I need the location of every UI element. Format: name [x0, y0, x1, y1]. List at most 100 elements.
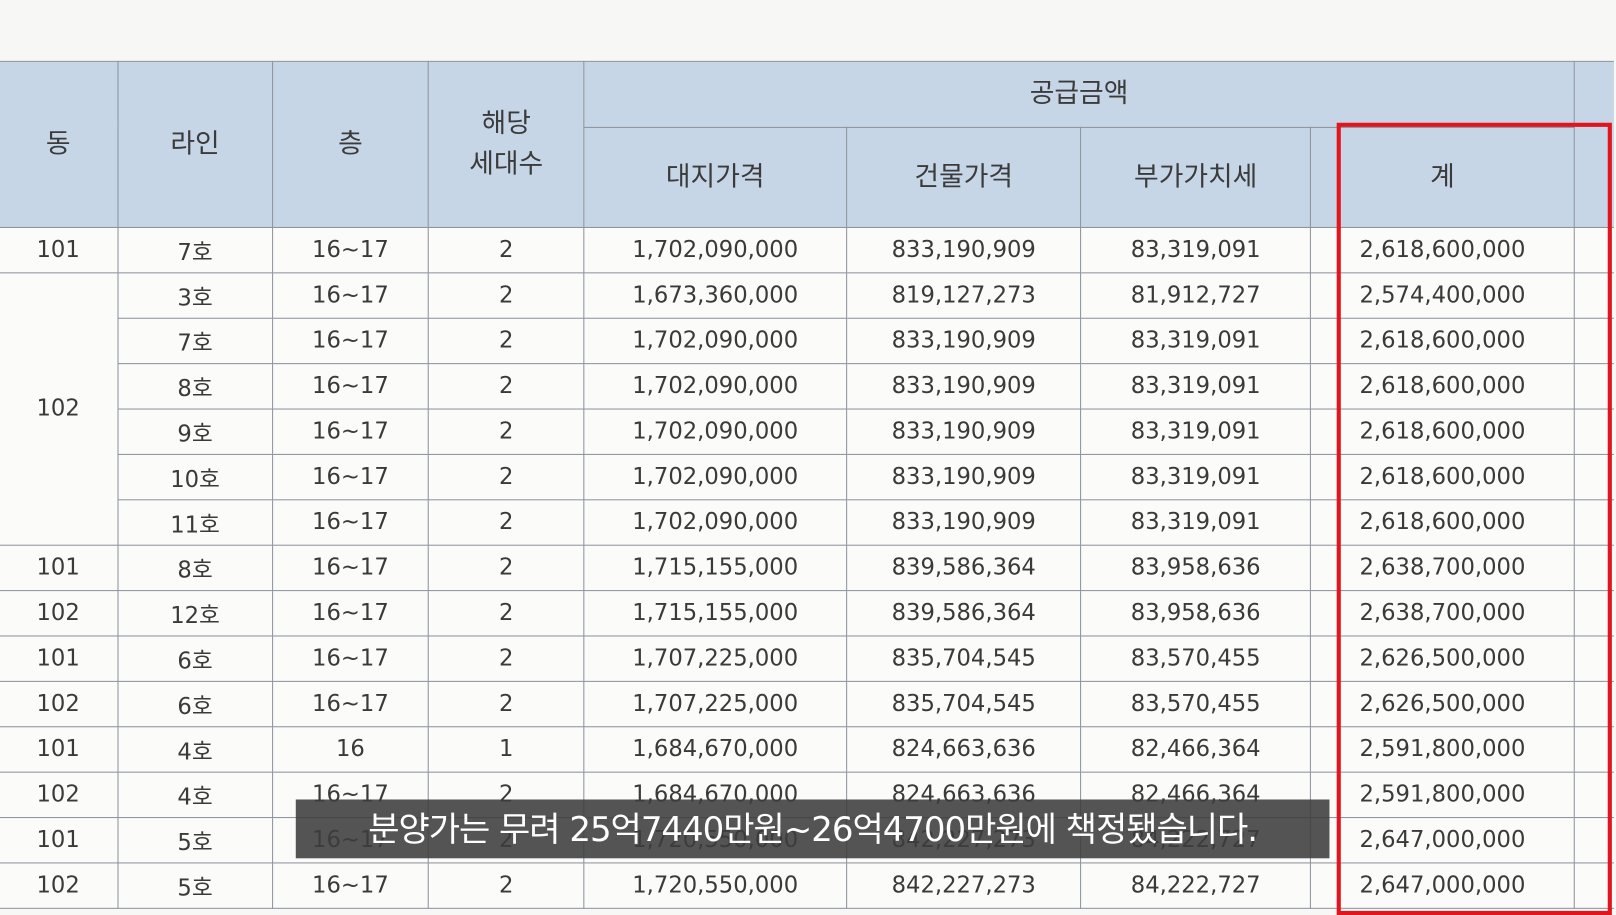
header-row: 대지가격 건물가격 부가가치세 계 — [0, 126, 1614, 228]
cell: 839,586,364 — [846, 590, 1082, 637]
cell: 2,647,000,000 — [1310, 817, 1575, 864]
cell: 83,319,091 — [1080, 408, 1312, 455]
cell: 16~17 — [271, 499, 430, 546]
column-header: 계 — [1310, 126, 1575, 228]
cell — [1573, 317, 1614, 365]
cell: 2 — [428, 453, 585, 501]
column-header: 부가가치세 — [1080, 126, 1312, 228]
column-header: 해당 세대수 — [428, 60, 585, 228]
cell — [1573, 363, 1614, 410]
table-row: 101 7호 16~17 2 1,702,090,000 833,190,909 83,31… — [0, 226, 1614, 274]
cell: 1,707,225,000 — [583, 680, 848, 728]
cell: 16~17 — [271, 862, 430, 909]
cell: 6호 — [117, 635, 273, 682]
cell: 2,591,800,000 — [1310, 726, 1575, 773]
cell: 83,958,636 — [1080, 544, 1312, 592]
cell: 83,570,455 — [1080, 635, 1312, 682]
cell: 2 — [428, 272, 585, 319]
cell: 16~17 — [271, 363, 430, 410]
cell: 1,707,225,000 — [583, 635, 848, 682]
cell: 83,319,091 — [1080, 453, 1312, 501]
column-header: 층 — [271, 60, 430, 228]
cell: 2,638,700,000 — [1310, 544, 1575, 592]
cell: 83,570,455 — [1080, 680, 1312, 728]
cell: 83,319,091 — [1080, 499, 1312, 546]
column-header: 건물가격 — [846, 126, 1082, 228]
cell: 2 — [428, 680, 585, 728]
cell: 2,618,600,000 — [1310, 408, 1575, 455]
cell: 2 — [428, 544, 585, 592]
cell: 833,190,909 — [846, 453, 1082, 501]
cell: 2 — [428, 635, 585, 682]
cell: 2 — [428, 862, 585, 909]
table-row: 11호 16~17 2 1,702,090,000 833,190,909 83,319,… — [0, 499, 1614, 546]
dong-cell: 101 — [0, 726, 119, 773]
header-cell — [1573, 60, 1614, 228]
cell: 5호 — [117, 817, 273, 864]
cell: 16 — [271, 726, 430, 773]
cell: 835,704,545 — [846, 680, 1082, 728]
cell: 1,715,155,000 — [583, 544, 848, 592]
table-row: 8호 16~17 2 1,702,090,000 833,190,909 83,319,0… — [0, 363, 1614, 410]
table-row: 102 5호 16~17 2 1,720,550,000 842,227,273 84,22… — [0, 862, 1614, 909]
dong-cell: 102 — [0, 272, 119, 546]
cell: 1,702,090,000 — [583, 317, 848, 365]
cell: 2,647,000,000 — [1310, 862, 1575, 909]
cell — [1573, 771, 1614, 819]
cell: 83,319,091 — [1080, 363, 1312, 410]
cell: 2 — [428, 590, 585, 637]
cell: 8호 — [117, 363, 273, 410]
cell: 16~17 — [271, 635, 430, 682]
cell — [1573, 590, 1614, 637]
cell: 84,222,727 — [1080, 862, 1312, 909]
table-row: 101 6호 16~17 2 1,707,225,000 835,704,545 83,57… — [0, 635, 1614, 682]
cell: 4호 — [117, 771, 273, 819]
cell: 83,319,091 — [1080, 317, 1312, 365]
cell: 16~17 — [271, 226, 430, 274]
cell: 1,684,670,000 — [583, 726, 848, 773]
cell: 83,319,091 — [1080, 226, 1312, 274]
table-row: 9호 16~17 2 1,702,090,000 833,190,909 83,319,0… — [0, 408, 1614, 455]
table-row: 102 12호 16~17 2 1,715,155,000 839,586,364 83,9… — [0, 590, 1614, 637]
cell: 2,618,600,000 — [1310, 499, 1575, 546]
cell: 1,720,550,000 — [583, 862, 848, 909]
cell: 2 — [428, 363, 585, 410]
cell: 839,586,364 — [846, 544, 1082, 592]
dong-cell: 101 — [0, 544, 119, 592]
cell: 8호 — [117, 544, 273, 592]
cell: 16~17 — [271, 544, 430, 592]
dong-cell: 102 — [0, 680, 119, 728]
cell: 833,190,909 — [846, 317, 1082, 365]
highlight-box — [1336, 122, 1612, 915]
cell: 2,574,400,000 — [1310, 272, 1575, 319]
cell: 1,702,090,000 — [583, 499, 848, 546]
cell: 1,702,090,000 — [583, 453, 848, 501]
cell: 2,591,800,000 — [1310, 771, 1575, 819]
cell: 4호 — [117, 726, 273, 773]
cell: 7호 — [117, 317, 273, 365]
table-row: 101 4호 16 1 1,684,670,000 824,663,636 82,466,3… — [0, 726, 1614, 773]
cell: 3호 — [117, 272, 273, 319]
dong-cell: 101 — [0, 635, 119, 682]
cell: 82,466,364 — [1080, 726, 1312, 773]
cell: 16~17 — [271, 680, 430, 728]
cell: 2,618,600,000 — [1310, 317, 1575, 365]
cell: 10호 — [117, 453, 273, 501]
cell: 2,626,500,000 — [1310, 680, 1575, 728]
cell: 2,618,600,000 — [1310, 363, 1575, 410]
table-row: 102 3호 16~17 2 1,673,360,000 819,127,273 81,91… — [0, 272, 1614, 546]
cell — [1573, 453, 1614, 501]
cell: 833,190,909 — [846, 363, 1082, 410]
cell: 833,190,909 — [846, 408, 1082, 455]
cell: 6호 — [117, 680, 273, 728]
cell: 11호 — [117, 499, 273, 546]
cell: 7호 — [117, 226, 273, 274]
cell — [1573, 817, 1614, 864]
dong-cell: 101 — [0, 817, 119, 864]
column-header: 동 — [0, 60, 119, 228]
dong-cell: 102 — [0, 862, 119, 909]
dong-cell: 102 — [0, 771, 119, 819]
dong-cell: 101 — [0, 226, 119, 274]
cell: 9호 — [117, 408, 273, 455]
cell: 16~17 — [271, 453, 430, 501]
